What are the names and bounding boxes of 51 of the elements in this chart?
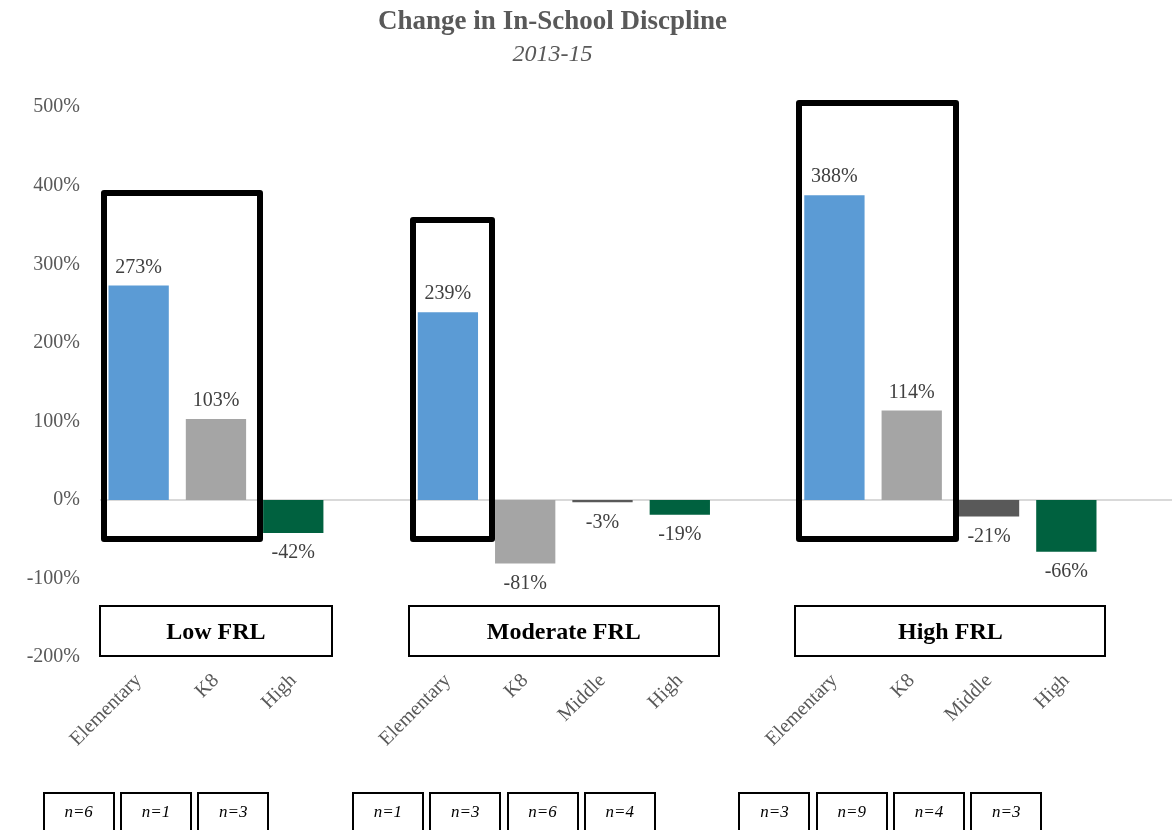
y-tick-label: 0% bbox=[53, 487, 80, 510]
data-label: -42% bbox=[271, 540, 315, 563]
y-tick-label: 100% bbox=[33, 408, 80, 431]
chart-title: Change in In-School Discpline bbox=[378, 5, 727, 36]
data-label: 388% bbox=[811, 164, 858, 187]
bar bbox=[881, 410, 942, 500]
label-box: High FRL bbox=[794, 605, 1107, 657]
bar bbox=[649, 499, 710, 515]
data-label: 103% bbox=[192, 388, 240, 411]
bar bbox=[804, 195, 865, 500]
count-box: n=1 bbox=[119, 792, 192, 830]
x-tick-label: K8 bbox=[189, 668, 223, 702]
bar bbox=[185, 419, 247, 500]
y-tick-label: 200% bbox=[33, 330, 80, 353]
label-box: Moderate FRL bbox=[407, 605, 720, 657]
count-box: n=3 bbox=[970, 792, 1043, 830]
count-box: n=3 bbox=[738, 792, 811, 830]
data-label: -19% bbox=[658, 522, 702, 545]
x-tick-label: K8 bbox=[498, 668, 532, 702]
label-box: Low FRL bbox=[98, 605, 334, 657]
chart-subtitle: 2013-15 bbox=[512, 40, 593, 67]
data-label: 273% bbox=[115, 254, 162, 277]
data-label: -66% bbox=[1044, 559, 1089, 581]
data-label: -21% bbox=[967, 523, 1011, 546]
data-label: 114% bbox=[888, 379, 935, 402]
y-tick-label: -200% bbox=[26, 644, 80, 667]
count-box: n=3 bbox=[429, 792, 502, 830]
x-tick-label: High bbox=[1029, 668, 1074, 714]
bar bbox=[495, 499, 556, 564]
count-box: n=6 bbox=[42, 792, 115, 830]
count-box: n=4 bbox=[893, 792, 966, 830]
data-label: -81% bbox=[503, 570, 547, 593]
bar bbox=[1036, 499, 1097, 552]
bar bbox=[108, 285, 169, 500]
data-label: 239% bbox=[424, 281, 472, 304]
count-box: n=9 bbox=[815, 792, 888, 830]
y-tick-label: 400% bbox=[33, 172, 80, 195]
y-tick-label: 300% bbox=[33, 251, 80, 274]
bar bbox=[417, 312, 479, 500]
bar bbox=[958, 499, 1020, 517]
count-box: n=6 bbox=[506, 792, 579, 830]
y-tick-label: 500% bbox=[33, 94, 80, 117]
count-box: n=1 bbox=[351, 792, 424, 830]
x-tick-label: High bbox=[255, 668, 301, 714]
x-tick-label: High bbox=[642, 668, 688, 714]
x-tick-label: K8 bbox=[885, 668, 919, 702]
data-label: -3% bbox=[585, 509, 620, 532]
count-box: n=3 bbox=[197, 792, 270, 830]
bar bbox=[263, 499, 324, 533]
count-box: n=4 bbox=[583, 792, 656, 830]
y-tick-label: -100% bbox=[26, 565, 80, 588]
